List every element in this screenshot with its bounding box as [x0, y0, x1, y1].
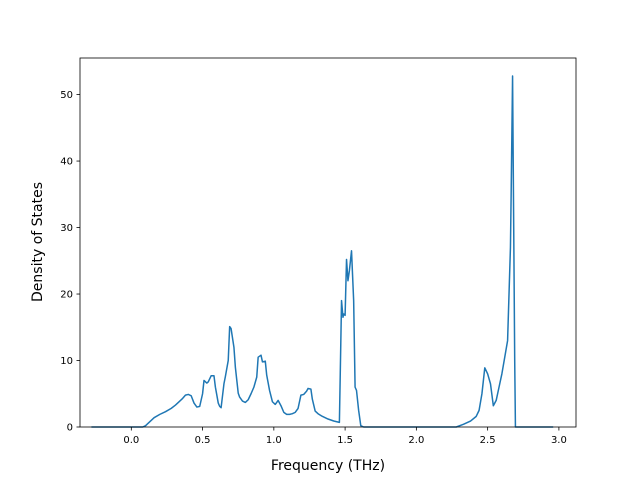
- x-tick-label: 2.5: [480, 435, 496, 446]
- x-tick-label: 1.0: [266, 435, 282, 446]
- x-axis-label: Frequency (THz): [271, 458, 385, 474]
- y-tick-label: 30: [60, 223, 73, 234]
- y-tick-label: 20: [60, 290, 73, 301]
- x-tick-label: 3.0: [551, 435, 567, 446]
- x-tick-label: 1.5: [337, 435, 353, 446]
- x-tick-label: 0.5: [195, 435, 211, 446]
- y-axis-label: Density of States: [30, 182, 46, 302]
- axes-frame: [79, 57, 577, 428]
- y-tick-label: 40: [60, 157, 73, 168]
- dos-line-series-0: [91, 75, 554, 428]
- y-axis-ticks: 0 10 20 30 40 50: [60, 90, 80, 434]
- x-axis-ticks: 0.0 0.5 1.0 1.5 2.0 2.5 3.0: [123, 427, 567, 446]
- x-tick-label: 0.0: [123, 435, 139, 446]
- y-tick-label: 50: [60, 90, 73, 101]
- plot-area: [79, 57, 577, 428]
- y-tick-label: 0: [67, 423, 73, 434]
- x-tick-label: 2.0: [408, 435, 424, 446]
- y-tick-label: 10: [60, 356, 73, 367]
